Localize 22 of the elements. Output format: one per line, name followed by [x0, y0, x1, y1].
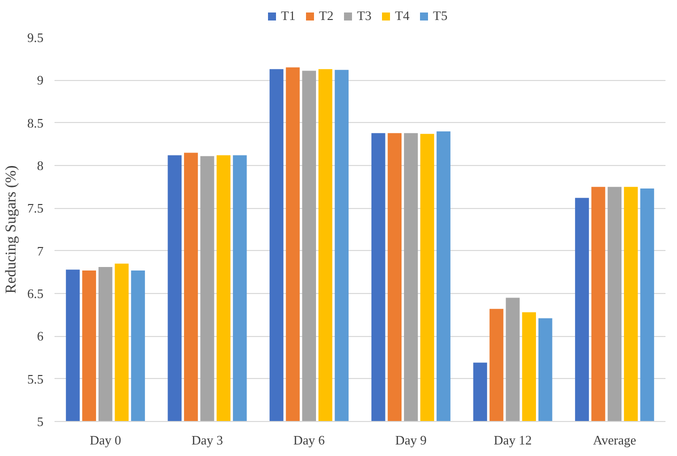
x-tick-label: Day 0 [90, 432, 122, 448]
legend-label: T2 [319, 8, 334, 24]
y-axis-title: Reducing Sugars (%) [3, 165, 20, 294]
y-tick-label: 6.5 [27, 286, 44, 301]
y-tick-label: 6 [37, 328, 44, 344]
x-tick-label: Day 9 [395, 432, 427, 448]
legend-label: T3 [357, 8, 372, 24]
x-tick-label: Average [593, 432, 636, 448]
legend-label: T5 [433, 8, 448, 24]
y-tick-label: 8 [37, 158, 44, 173]
x-tick-label: Day 6 [293, 432, 326, 448]
x-tick-label: Day 12 [494, 432, 532, 448]
y-tick-label: 8.5 [27, 115, 44, 130]
y-tick-label: 7 [37, 243, 44, 258]
legend-label: T4 [395, 8, 410, 24]
y-tick-label: 9.5 [27, 30, 44, 45]
x-tick-label: Day 3 [192, 432, 223, 448]
y-tick-label: 9 [37, 72, 44, 88]
legend-label: T1 [281, 8, 296, 24]
y-tick-label: 5 [37, 414, 44, 429]
y-tick-label: 7.5 [27, 200, 44, 216]
y-tick-label: 5.5 [27, 371, 44, 386]
